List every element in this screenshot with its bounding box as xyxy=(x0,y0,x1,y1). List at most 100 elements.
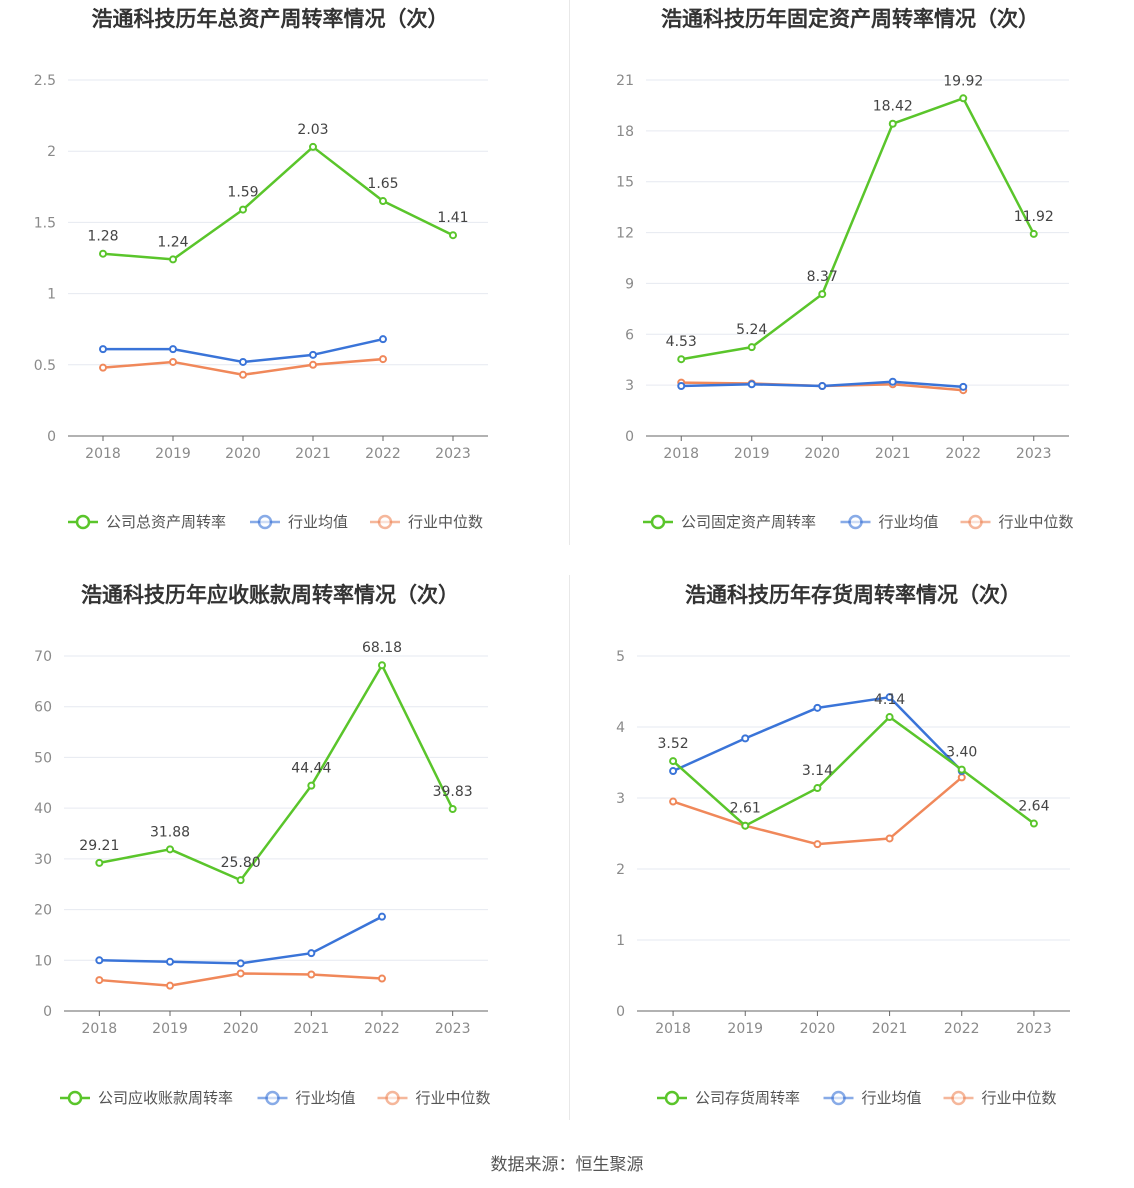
data-point-mean xyxy=(669,767,678,776)
x-tick-label: 2020 xyxy=(223,1021,259,1037)
x-tick-label: 2021 xyxy=(872,1021,908,1037)
data-label: 3.40 xyxy=(946,745,977,761)
data-label: 25.80 xyxy=(221,855,261,871)
data-label: 44.44 xyxy=(291,761,331,777)
data-point-company xyxy=(169,255,177,264)
x-tick-label: 2022 xyxy=(365,446,401,462)
data-point-company xyxy=(747,343,756,352)
legend-swatch-marker xyxy=(75,514,91,530)
data-point-mean xyxy=(818,381,827,390)
data-point-mean xyxy=(99,345,107,354)
data-point-company xyxy=(741,821,750,830)
chart-panel-inventory-turnover: 浩通科技历年存货周转率情况（次） 0 1 2 3 4 5 2018 2019 2020 2021 20… xyxy=(567,575,1134,1150)
x-tick-label: 2022 xyxy=(945,446,981,462)
y-tick-label: 50 xyxy=(34,750,52,766)
legend-item-mean: 行业均值 xyxy=(250,513,348,531)
legend-swatch-marker xyxy=(968,514,983,530)
legend-swatch-marker xyxy=(265,1090,280,1106)
y-tick-label: 1 xyxy=(616,933,625,949)
x-tick-label: 2023 xyxy=(1016,1021,1052,1037)
data-point-company xyxy=(99,249,107,258)
legend-swatch-marker xyxy=(257,514,273,530)
data-point-mean xyxy=(95,956,104,965)
data-point-company xyxy=(677,355,686,364)
legend-item-company: 公司存货周转率 xyxy=(657,1089,800,1107)
chart-panel-receivables-turnover: 浩通科技历年应收账款周转率情况（次） 0 10 20 30 40 50 60 70 2018 201… xyxy=(0,575,567,1150)
legend-label: 行业中位数 xyxy=(416,1089,491,1107)
legend-swatch-marker xyxy=(650,514,666,530)
x-tick-label: 2018 xyxy=(655,1021,691,1037)
y-tick-label: 2.5 xyxy=(34,73,56,89)
chart-panel-fixed-asset-turnover: 浩通科技历年固定资产周转率情况（次） 0 3 6 9 12 15 18 21 2018 2019 20… xyxy=(567,0,1134,575)
legend-swatch-marker xyxy=(951,1090,966,1106)
data-point-mean xyxy=(378,912,386,921)
data-point-company xyxy=(307,781,316,790)
legend-item-median: 行业中位数 xyxy=(370,513,483,531)
data-point-company xyxy=(888,119,897,128)
legend-label: 行业均值 xyxy=(296,1089,356,1107)
legend-item-company: 公司应收账款周转率 xyxy=(60,1089,233,1107)
data-label: 3.52 xyxy=(657,736,688,752)
data-point-mean xyxy=(239,357,247,366)
legend-label: 公司固定资产周转率 xyxy=(681,513,816,531)
x-tick-label: 2022 xyxy=(944,1021,980,1037)
y-tick-label: 0 xyxy=(616,1004,625,1020)
x-tick-label: 2020 xyxy=(800,1021,836,1037)
legend-label: 行业中位数 xyxy=(408,513,483,531)
data-point-mean xyxy=(307,949,316,958)
data-point-median xyxy=(813,840,822,849)
data-point-company xyxy=(448,805,457,814)
y-tick-label: 2 xyxy=(47,144,56,160)
data-label: 31.88 xyxy=(150,824,190,840)
x-tick-label: 2021 xyxy=(295,446,331,462)
data-label: 1.65 xyxy=(367,176,398,192)
data-point-company xyxy=(818,290,827,299)
chart-svg: 浩通科技历年总资产周转率情况（次） 0 0.5 1 1.5 2 2.5 2018 2019 202… xyxy=(34,7,488,531)
panel-divider-top xyxy=(569,0,570,545)
x-tick-label: 2021 xyxy=(294,1021,330,1037)
data-point-mean xyxy=(747,380,756,389)
y-tick-label: 0 xyxy=(625,429,634,445)
legend-item-mean: 行业均值 xyxy=(840,513,939,531)
series-line-company xyxy=(672,715,1035,827)
data-point-mean xyxy=(888,377,897,386)
data-point-company xyxy=(669,757,678,766)
y-tick-label: 0.5 xyxy=(34,358,56,374)
data-point-mean xyxy=(741,734,750,743)
series-line-company xyxy=(681,97,1035,361)
legend-label: 公司总资产周转率 xyxy=(106,513,226,531)
y-tick-label: 1.5 xyxy=(34,215,56,231)
legend-swatch-marker xyxy=(664,1090,680,1106)
data-label: 39.83 xyxy=(433,784,473,800)
data-label: 29.21 xyxy=(79,838,119,854)
x-tick-label: 2019 xyxy=(152,1021,188,1037)
data-point-median xyxy=(957,773,966,782)
panel-divider-bottom xyxy=(569,575,570,1120)
data-label: 8.37 xyxy=(807,269,838,285)
chart-svg: 浩通科技历年应收账款周转率情况（次） 0 10 20 30 40 50 60 70 2018 201… xyxy=(34,583,491,1107)
data-point-company xyxy=(449,231,457,240)
y-tick-label: 70 xyxy=(34,649,52,665)
x-tick-label: 2018 xyxy=(82,1021,118,1037)
y-tick-label: 60 xyxy=(34,700,52,716)
y-tick-label: 5 xyxy=(616,649,625,665)
data-point-median xyxy=(99,363,107,372)
data-point-company xyxy=(236,876,245,885)
x-tick-label: 2020 xyxy=(804,446,840,462)
data-point-company xyxy=(95,858,104,867)
legend-item-median: 行业中位数 xyxy=(377,1089,491,1107)
data-label: 2.61 xyxy=(730,801,761,817)
legend-item-company: 公司固定资产周转率 xyxy=(643,513,816,531)
chart-title: 浩通科技历年应收账款周转率情况（次） xyxy=(81,583,459,607)
data-point-mean xyxy=(959,382,968,391)
data-label: 1.41 xyxy=(437,210,468,226)
data-point-mean xyxy=(169,345,177,354)
data-point-median xyxy=(379,355,387,364)
x-tick-label: 2018 xyxy=(663,446,699,462)
data-label: 4.53 xyxy=(666,334,697,350)
legend-item-mean: 行业均值 xyxy=(823,1089,922,1107)
y-tick-label: 3 xyxy=(625,378,634,394)
data-point-mean xyxy=(309,350,317,359)
data-point-median xyxy=(166,981,174,990)
legend-swatch-marker xyxy=(377,514,393,530)
